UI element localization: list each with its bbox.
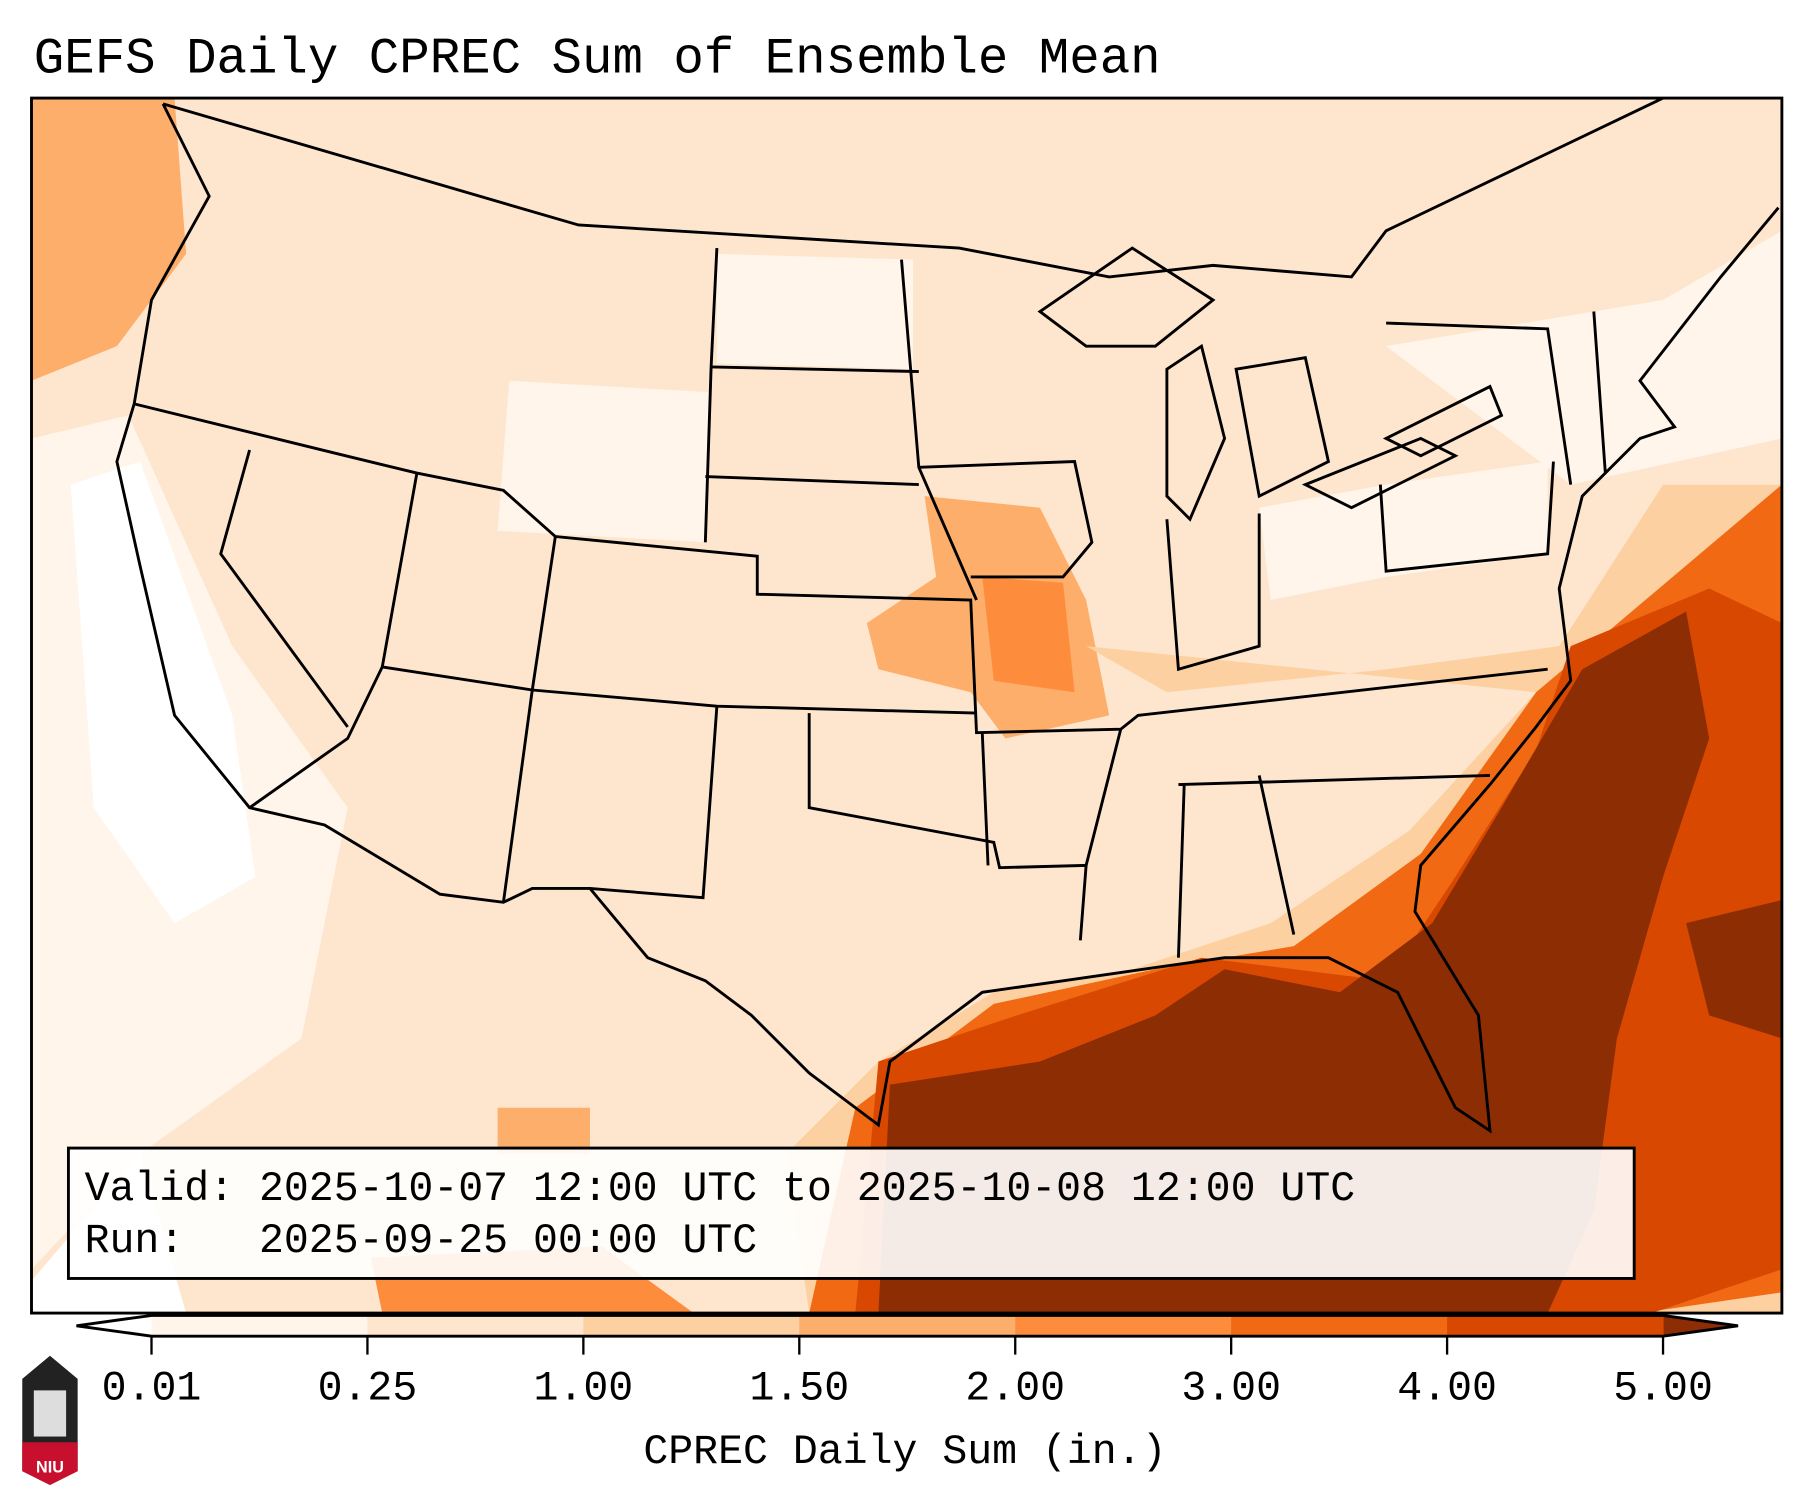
figure-title: GEFS Daily CPREC Sum of Ensemble Mean [34,32,1161,89]
colorbar-tick-label: 1.50 [749,1366,849,1413]
colorbar-tick-label: 2.00 [965,1366,1065,1413]
colorbar-tick-label: 4.00 [1397,1366,1497,1413]
colorbar-tick-label: 5.00 [1613,1366,1713,1413]
colorbar-segment [1447,1315,1664,1337]
colorbar-tick-label: 3.00 [1181,1366,1281,1413]
state-borders [115,98,1780,1134]
run-time-text: Run: 2025-09-25 00:00 UTC [85,1218,758,1265]
colorbar-segment [367,1315,584,1337]
precip-field [31,98,1782,1314]
great-lakes [1037,246,1504,522]
colorbar-ticks: 0.01 0.25 1.00 1.50 2.00 3.00 4.00 5.00 [102,1336,1713,1413]
colorbar-tick-label: 1.00 [534,1366,634,1413]
map-frame [30,96,1784,1315]
colorbar-tick-label: 0.25 [318,1366,418,1413]
colorbar-under-arrow [76,1315,152,1337]
info-box: Valid: 2025-10-07 12:00 UTC to 2025-10-0… [66,1146,1636,1280]
colorbar-tick-label: 0.01 [102,1366,202,1413]
colorbar-over-arrow [1663,1315,1739,1337]
colorbar-segment [583,1315,800,1337]
colorbar-segment [1231,1315,1448,1337]
colorbar [76,1313,1739,1338]
colorbar-segment [151,1315,369,1337]
colorbar-label: CPREC Daily Sum (in.) [643,1429,1166,1476]
logo-text: NIU [36,1458,64,1476]
colorbar-segment [799,1315,1016,1337]
valid-time-text: Valid: 2025-10-07 12:00 UTC to 2025-10-0… [85,1166,1356,1213]
colorbar-segment [1015,1315,1232,1337]
niu-logo: NIU [22,1355,78,1485]
